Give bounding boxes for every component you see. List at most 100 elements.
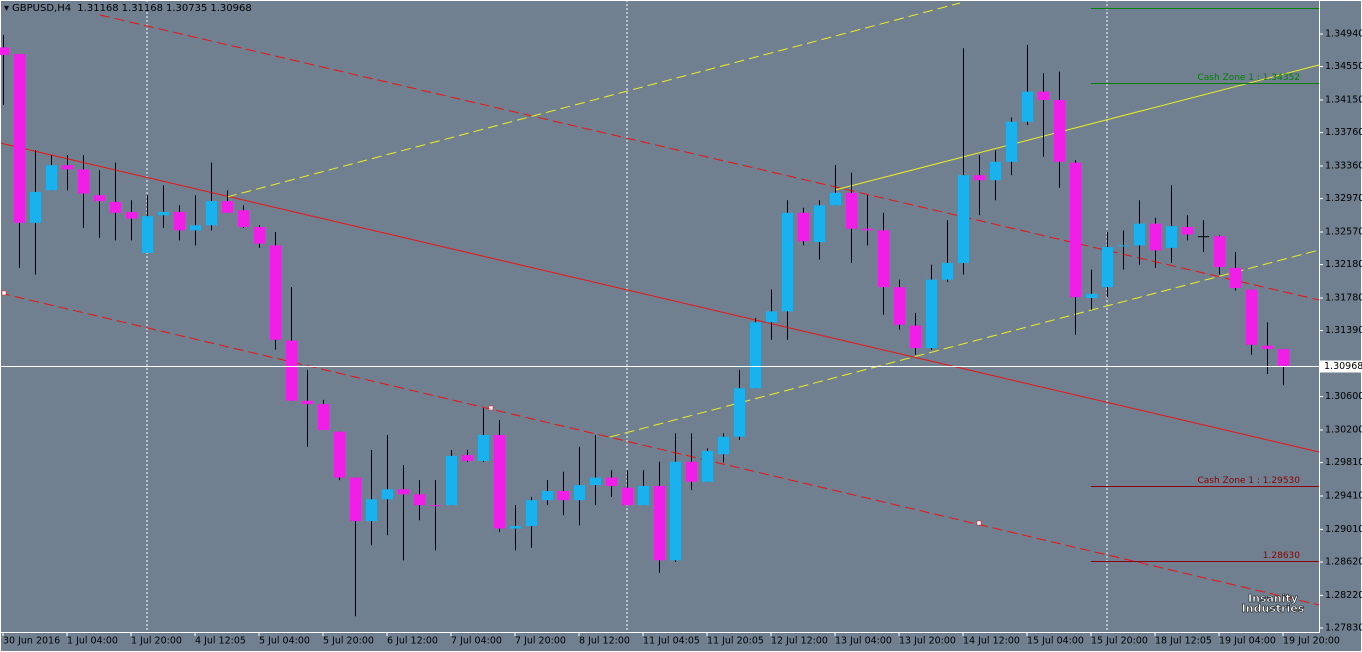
candle-body	[350, 477, 361, 522]
candle	[942, 220, 953, 283]
watermark: Insanity	[1248, 592, 1298, 605]
trend-line	[0, 142, 1320, 453]
x-tick-label: 4 Jul 12:05	[195, 636, 246, 647]
candle	[30, 150, 41, 275]
candle	[1102, 231, 1113, 298]
candle-body	[542, 490, 553, 501]
candle	[750, 318, 761, 389]
candle-body	[1070, 162, 1081, 298]
candle	[494, 419, 505, 532]
candle-body	[430, 505, 441, 507]
y-tick-label: 1.32970	[1325, 193, 1362, 204]
high-price: 1.31168	[121, 3, 164, 14]
x-tick-label: 30 Jun 2016	[3, 636, 60, 647]
y-tick-label: 1.34940	[1325, 29, 1362, 40]
candle-body	[462, 455, 473, 461]
x-tick-label: 14 Jul 12:00	[963, 636, 1020, 647]
x-tick-label: 12 Jul 12:00	[771, 636, 828, 647]
trend-line	[834, 64, 1320, 191]
candle-body	[814, 205, 825, 243]
candle	[350, 477, 361, 617]
candle-body	[942, 262, 953, 280]
trend-line	[226, 2, 961, 198]
trend-line	[99, 14, 1320, 301]
candle-body	[1038, 91, 1049, 101]
candle	[126, 200, 137, 241]
x-tick-label: 15 Jul 04:00	[1027, 636, 1084, 647]
candle	[478, 408, 489, 462]
y-tick-label: 1.34550	[1325, 61, 1362, 72]
candle	[542, 480, 553, 506]
candle-body	[302, 400, 313, 405]
y-tick-label: 1.31780	[1325, 292, 1362, 303]
candle	[430, 480, 441, 551]
candle-body	[702, 450, 713, 482]
candle-body	[1134, 223, 1145, 246]
candle	[1038, 73, 1049, 157]
candle	[238, 205, 249, 228]
candle	[1006, 117, 1017, 176]
candle	[990, 150, 1001, 201]
candle-body	[0, 47, 9, 55]
candle-body	[734, 388, 745, 437]
candle-body	[622, 487, 633, 506]
candle-body	[1102, 247, 1113, 288]
candle-body	[654, 485, 665, 561]
candle	[206, 162, 217, 231]
candle	[190, 195, 201, 246]
y-tick-label: 1.33760	[1325, 127, 1362, 138]
candle	[702, 448, 713, 482]
candle	[798, 207, 809, 246]
candle-body	[1150, 223, 1161, 251]
candle	[638, 470, 649, 506]
y-tick-label: 1.29010	[1325, 524, 1362, 535]
x-tick-label: 19 Jul 04:00	[1219, 636, 1276, 647]
candle-body	[718, 436, 729, 455]
trend-line	[609, 249, 1320, 438]
candle-body	[382, 489, 393, 500]
candle-body	[1006, 121, 1017, 162]
candle-body	[894, 287, 905, 325]
menu-arrow: ▾	[4, 3, 10, 14]
candle-body	[206, 201, 217, 226]
candle	[1278, 349, 1289, 386]
candle-body	[846, 192, 857, 229]
current-price-label: 1.30968	[1324, 361, 1362, 372]
candle	[302, 369, 313, 447]
candle-body	[1166, 226, 1177, 248]
candle	[686, 433, 697, 491]
current-price-box	[1320, 360, 1361, 373]
candle	[606, 470, 617, 497]
candle	[958, 48, 969, 275]
y-tick-label: 1.30600	[1325, 391, 1362, 402]
candle-body	[1118, 245, 1129, 247]
candle-body	[1278, 349, 1289, 366]
candle-body	[254, 226, 265, 244]
candle-body	[830, 192, 841, 206]
candle	[734, 369, 745, 441]
chart-header: ▾ GBPUSD,H4 1.31168 1.31168 1.30735 1.30968	[4, 3, 255, 14]
y-tick-label: 1.28220	[1325, 590, 1362, 601]
candle-body	[750, 322, 761, 389]
x-tick-label: 1 Jul 20:00	[131, 636, 182, 647]
y-tick-label: 1.34150	[1325, 95, 1362, 106]
candle	[142, 195, 153, 253]
candle	[398, 465, 409, 561]
candle-body	[1022, 91, 1033, 122]
candle-body	[94, 195, 105, 202]
candle-body	[78, 169, 89, 194]
candle	[1230, 252, 1241, 291]
candle-body	[958, 175, 969, 263]
candle-body	[1198, 236, 1209, 238]
candle-body	[190, 225, 201, 231]
candle	[110, 162, 121, 241]
candle	[46, 155, 57, 191]
candle-body	[910, 325, 921, 349]
candle	[1150, 217, 1161, 268]
candle	[782, 200, 793, 340]
y-tick-label: 1.28620	[1325, 556, 1362, 567]
candle	[1086, 269, 1097, 310]
candle	[254, 225, 265, 248]
candle	[974, 155, 985, 216]
